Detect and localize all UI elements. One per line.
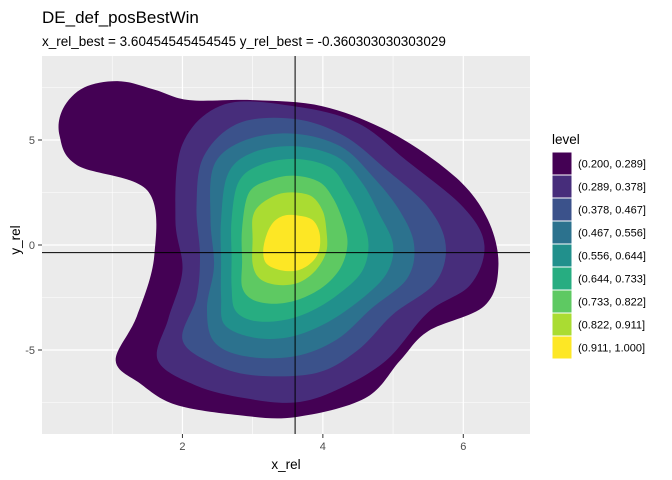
legend-key-7 — [551, 289, 573, 314]
axes: 2 4 6 -5 0 5 — [25, 135, 466, 453]
legend-key-8 — [551, 312, 573, 337]
legend-label-5: (0.556, 0.644] — [578, 251, 646, 263]
legend-key-9 — [551, 335, 573, 360]
density-contours — [58, 81, 499, 419]
contour-band-9 — [263, 214, 321, 272]
legend-key-2 — [551, 174, 573, 199]
legend-key-1 — [551, 151, 573, 176]
legend-label-2: (0.289, 0.378] — [578, 182, 646, 194]
legend-label-4: (0.467, 0.556] — [578, 228, 646, 240]
legend-key-6 — [551, 266, 573, 291]
legend-label-7: (0.733, 0.822] — [578, 297, 646, 309]
legend: level (0.200, 0.289] (0.289, 0.378] (0.378… — [551, 132, 646, 360]
legend-label-1: (0.200, 0.289] — [578, 159, 646, 171]
plot-panel — [42, 56, 530, 434]
y-tick-label: 5 — [29, 135, 35, 147]
chart-subtitle: x_rel_best = 3.60454545454545 y_rel_best… — [42, 34, 446, 49]
x-tick-label: 4 — [320, 441, 326, 453]
legend-key-5 — [551, 243, 573, 268]
y-tick-label: -5 — [25, 345, 35, 357]
chart-title: DE_def_posBestWin — [42, 8, 199, 27]
y-axis-title: y_rel — [8, 225, 23, 254]
x-tick-label: 6 — [460, 441, 466, 453]
legend-label-8: (0.822, 0.911] — [578, 320, 645, 332]
x-axis-title: x_rel — [271, 457, 300, 472]
y-tick-label: 0 — [29, 240, 35, 252]
legend-label-9: (0.911, 1.000] — [578, 343, 645, 355]
legend-key-3 — [551, 197, 573, 222]
legend-title: level — [552, 132, 580, 147]
legend-label-6: (0.644, 0.733] — [578, 274, 646, 286]
best-position-lines — [42, 56, 530, 434]
legend-label-3: (0.378, 0.467] — [578, 205, 646, 217]
legend-key-4 — [551, 220, 573, 245]
x-tick-label: 2 — [179, 441, 185, 453]
